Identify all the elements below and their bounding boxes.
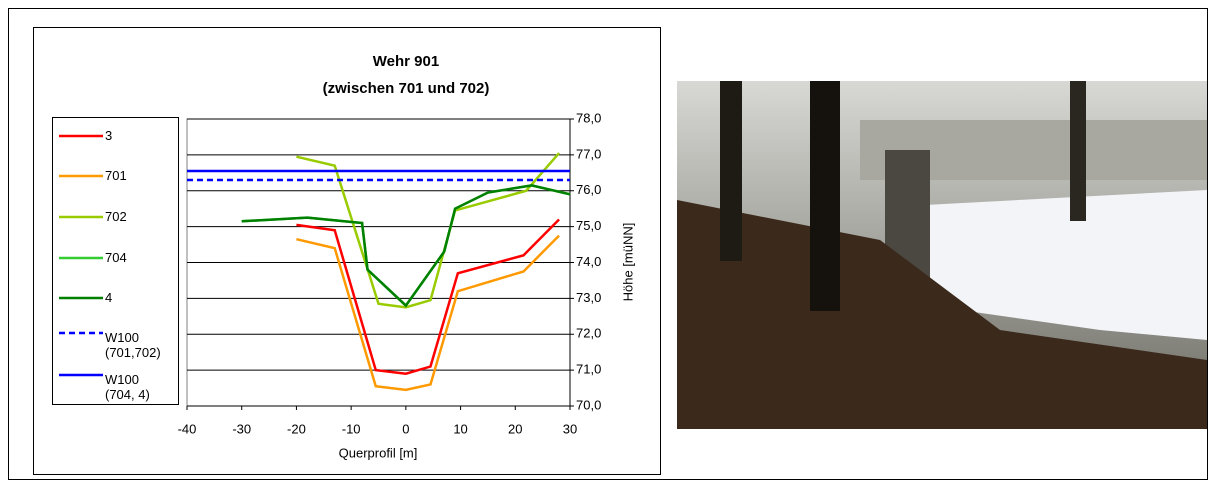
legend-label: 4 bbox=[105, 290, 113, 305]
x-tick-label: -20 bbox=[287, 421, 306, 436]
series-line bbox=[296, 218, 560, 375]
y-tick-label: 76,0 bbox=[576, 182, 601, 197]
x-tick-label: -30 bbox=[232, 421, 251, 436]
legend: 3 701 702 704 4 W100 (701,702) W100 (704, 4) bbox=[52, 117, 179, 405]
legend-label: 3 bbox=[105, 128, 113, 143]
legend-item: 3 bbox=[57, 128, 167, 143]
legend-item: 4 bbox=[57, 290, 167, 305]
legend-item: 702 bbox=[57, 209, 167, 224]
series-line bbox=[241, 184, 571, 308]
y-tick-label: 72,0 bbox=[576, 326, 601, 341]
x-axis-label: Querprofil [m] bbox=[339, 445, 418, 460]
x-tick-label: 30 bbox=[563, 421, 577, 436]
legend-label: W100 (701,702) bbox=[105, 330, 161, 360]
series-line bbox=[296, 234, 560, 392]
y-tick-label: 71,0 bbox=[576, 362, 601, 377]
legend-swatch bbox=[59, 296, 103, 299]
legend-label: 704 bbox=[105, 250, 127, 265]
legend-item: 701 bbox=[57, 168, 167, 183]
y-tick-label: 73,0 bbox=[576, 290, 601, 305]
y-tick-label: 75,0 bbox=[576, 218, 601, 233]
y-tick-label: 74,0 bbox=[576, 254, 601, 269]
legend-item: W100 (701,702) bbox=[57, 330, 167, 360]
x-tick-label: 10 bbox=[453, 421, 467, 436]
legend-label: 701 bbox=[105, 168, 127, 183]
x-tick-label: 0 bbox=[402, 421, 409, 436]
frame bbox=[8, 8, 1208, 480]
legend-swatch bbox=[59, 256, 103, 259]
x-tick-label: 20 bbox=[508, 421, 522, 436]
y-tick-label: 78,0 bbox=[576, 110, 601, 125]
legend-item: 704 bbox=[57, 250, 167, 265]
legend-swatch bbox=[59, 373, 103, 377]
series-line bbox=[296, 152, 560, 309]
legend-item: W100 (704, 4) bbox=[57, 372, 167, 402]
x-tick-label: -10 bbox=[342, 421, 361, 436]
photo bbox=[677, 81, 1207, 429]
y-tick-label: 70,0 bbox=[576, 397, 601, 412]
legend-swatch bbox=[59, 215, 103, 218]
legend-swatch bbox=[59, 331, 103, 335]
x-tick-label: -40 bbox=[178, 421, 197, 436]
y-tick-label: 77,0 bbox=[576, 146, 601, 161]
legend-label: 702 bbox=[105, 209, 127, 224]
y-axis-label: Höhe [müNN] bbox=[620, 223, 635, 302]
legend-swatch bbox=[59, 174, 103, 177]
chart-subtitle: (zwischen 701 und 702) bbox=[323, 80, 490, 97]
chart-title: Wehr 901 bbox=[373, 53, 439, 70]
legend-swatch bbox=[59, 134, 103, 137]
legend-label: W100 (704, 4) bbox=[105, 372, 150, 402]
